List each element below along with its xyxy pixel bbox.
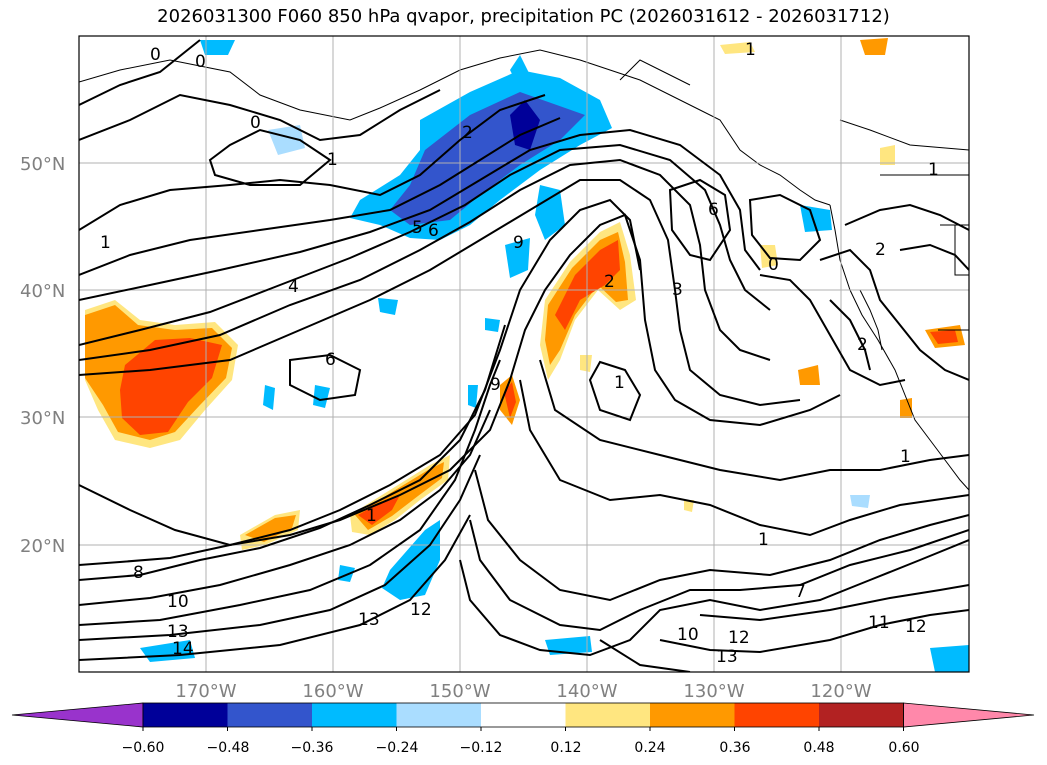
contour-label: 3 [672, 280, 683, 300]
contour-label: 9 [490, 375, 501, 395]
contour-label: 1 [900, 447, 911, 467]
colorbar-segment [650, 703, 735, 727]
contour-label: 4 [288, 277, 299, 297]
colorbar-tick-label: 0.12 [550, 740, 581, 756]
contour-label: 12 [728, 628, 750, 648]
contour-label: 1 [100, 233, 111, 253]
contour-label: 8 [133, 563, 144, 583]
contour-label: 10 [167, 592, 189, 612]
colorbar-extend-high [903, 702, 1035, 728]
contour-label: 1 [327, 150, 338, 170]
contour-label: 13 [358, 610, 380, 630]
contour-label: 2 [875, 240, 886, 260]
contour-label: 13 [716, 647, 738, 667]
map-panel: 0 0 0 1 1 2 5 6 9 4 6 1 8 10 13 14 13 12… [79, 36, 969, 672]
contour-label: 1 [758, 530, 769, 550]
colorbar [11, 702, 1035, 731]
contour-label: 14 [172, 639, 194, 659]
colorbar-border [142, 702, 904, 728]
colorbar-segment [312, 703, 397, 727]
contour-label: 12 [410, 600, 432, 620]
colorbar-segment [819, 703, 904, 727]
contour-label: 12 [905, 617, 927, 637]
colorbar-tick-label: −0.12 [460, 740, 503, 756]
contour-label: 6 [428, 221, 439, 241]
colorbar-segment [396, 703, 482, 727]
lon-label: 140°W [556, 681, 617, 702]
lat-label: 50°N [20, 154, 65, 175]
contour-label: 6 [708, 200, 719, 220]
contour-label: 7 [795, 582, 806, 602]
colorbar-tick-label: 0.24 [634, 740, 665, 756]
contour-label: 13 [167, 622, 189, 642]
latitude-labels: 50°N 40°N 30°N 20°N [20, 154, 65, 557]
lat-label: 40°N [20, 281, 65, 302]
colorbar-tick-label: −0.48 [207, 740, 250, 756]
contour-label: 6 [325, 350, 336, 370]
contour-label: 0 [195, 52, 206, 72]
lon-label: 170°W [175, 681, 236, 702]
contour-label: 1 [614, 373, 625, 393]
contour-label: 2 [604, 272, 615, 292]
contour-label: 5 [412, 218, 423, 238]
map-title: 2026031300 F060 850 hPa qvapor, precipit… [157, 6, 890, 27]
contour-label: 10 [677, 625, 699, 645]
lat-label: 30°N [20, 408, 65, 429]
map-border [78, 35, 970, 673]
qvapor-contours [79, 39, 969, 672]
contour-label: 0 [250, 113, 261, 133]
lon-label: 150°W [429, 681, 490, 702]
lon-label: 130°W [683, 681, 744, 702]
contour-labels: 0 0 0 1 1 2 5 6 9 4 6 1 8 10 13 14 13 12… [100, 40, 939, 667]
colorbar-segment [227, 703, 313, 727]
colorbar-segment [143, 703, 228, 727]
colorbar-extend-low [11, 702, 144, 728]
contour-label: 11 [868, 613, 890, 633]
contour-label: 2 [462, 123, 473, 143]
colorbar-tick-label: 0.36 [719, 740, 750, 756]
gridlines [79, 36, 969, 672]
colorbar-tick-label: 0.48 [803, 740, 834, 756]
colorbar-tick-label: −0.60 [122, 740, 165, 756]
contour-label: 2 [857, 335, 868, 355]
colorbar-segment [565, 703, 651, 727]
colorbar-tick-label: −0.36 [291, 740, 334, 756]
contour-label: 1 [366, 506, 377, 526]
longitude-labels: 170°W 160°W 150°W 140°W 130°W 120°W [175, 681, 871, 702]
colorbar-tick-label: −0.24 [376, 740, 419, 756]
contour-label: 1 [928, 160, 939, 180]
lon-label: 160°W [302, 681, 363, 702]
colorbar-segment [481, 703, 566, 727]
colorbar-tick-label: 0.60 [888, 740, 919, 756]
coastlines [79, 49, 969, 491]
lon-label: 120°W [810, 681, 871, 702]
contour-label: 0 [150, 45, 161, 65]
contour-label: 0 [768, 255, 779, 275]
colorbar-ticks: −0.60 −0.48 −0.36 −0.24 −0.12 0.12 0.24 … [122, 740, 920, 756]
contour-label: 1 [745, 40, 756, 60]
contour-label: 9 [513, 233, 524, 253]
lat-label: 20°N [20, 536, 65, 557]
colorbar-segment [734, 703, 820, 727]
